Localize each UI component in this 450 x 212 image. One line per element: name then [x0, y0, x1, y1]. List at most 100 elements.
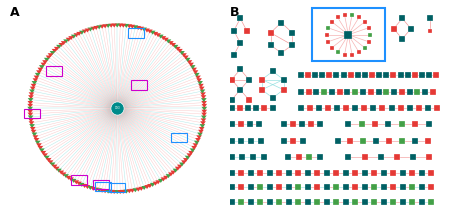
Point — [412, 139, 419, 142]
Polygon shape — [58, 43, 64, 47]
Polygon shape — [201, 98, 207, 102]
Point — [342, 172, 349, 175]
Polygon shape — [191, 68, 197, 72]
Polygon shape — [46, 158, 51, 162]
Point — [228, 139, 235, 142]
Point — [317, 155, 324, 159]
Point — [369, 74, 376, 77]
Point — [257, 139, 265, 142]
Polygon shape — [139, 187, 144, 191]
Polygon shape — [87, 28, 93, 32]
Point — [342, 186, 349, 189]
Polygon shape — [201, 118, 206, 122]
Point — [361, 106, 368, 110]
Point — [354, 74, 361, 77]
Point — [397, 74, 404, 77]
Polygon shape — [183, 158, 189, 162]
Polygon shape — [82, 184, 87, 188]
Point — [399, 37, 406, 40]
Polygon shape — [132, 25, 138, 29]
Point — [314, 172, 321, 175]
Point — [230, 29, 238, 32]
Point — [348, 53, 356, 57]
Point — [373, 139, 380, 142]
Polygon shape — [114, 190, 120, 194]
Point — [295, 186, 302, 189]
Text: DLKI: DLKI — [114, 106, 120, 110]
Point — [237, 17, 244, 20]
Polygon shape — [173, 45, 178, 49]
Point — [351, 106, 359, 110]
Point — [230, 53, 238, 57]
Bar — [95, 182, 111, 191]
Polygon shape — [177, 49, 183, 53]
Polygon shape — [36, 143, 42, 147]
Polygon shape — [29, 124, 35, 128]
Polygon shape — [111, 190, 117, 194]
Point — [266, 200, 273, 203]
Point — [288, 43, 296, 47]
Polygon shape — [200, 121, 206, 125]
Point — [247, 186, 254, 189]
Polygon shape — [56, 169, 62, 173]
Point — [285, 172, 292, 175]
Polygon shape — [201, 101, 207, 105]
Point — [323, 33, 330, 36]
Polygon shape — [82, 29, 87, 33]
Polygon shape — [126, 24, 132, 28]
Polygon shape — [32, 135, 38, 139]
Polygon shape — [158, 35, 164, 39]
Polygon shape — [54, 167, 59, 171]
Point — [269, 96, 276, 100]
Polygon shape — [197, 81, 203, 85]
Polygon shape — [36, 70, 42, 74]
Point — [315, 106, 323, 110]
Bar — [128, 28, 144, 38]
Polygon shape — [201, 95, 206, 99]
Polygon shape — [196, 135, 202, 139]
Point — [397, 106, 404, 110]
Point — [380, 172, 387, 175]
Polygon shape — [132, 188, 138, 192]
Point — [342, 106, 350, 110]
Bar — [71, 175, 87, 185]
Point — [304, 74, 311, 77]
Polygon shape — [28, 118, 34, 122]
Polygon shape — [96, 25, 102, 29]
Polygon shape — [105, 190, 111, 194]
Polygon shape — [187, 153, 192, 157]
Point — [295, 155, 302, 159]
Bar — [109, 183, 125, 192]
Point — [360, 139, 367, 142]
Polygon shape — [158, 179, 164, 183]
Polygon shape — [147, 29, 153, 33]
Point — [365, 40, 372, 43]
Point — [266, 172, 273, 175]
Point — [398, 123, 405, 126]
Polygon shape — [153, 32, 158, 36]
Polygon shape — [93, 188, 99, 192]
Polygon shape — [31, 130, 36, 134]
Point — [347, 139, 354, 142]
Polygon shape — [44, 58, 50, 62]
Polygon shape — [32, 132, 37, 137]
Polygon shape — [102, 189, 108, 193]
Point — [424, 106, 432, 110]
Point — [406, 106, 413, 110]
Point — [269, 70, 276, 73]
Polygon shape — [117, 190, 123, 194]
Point — [285, 200, 292, 203]
Point — [425, 139, 432, 142]
Polygon shape — [28, 98, 33, 102]
Polygon shape — [27, 113, 33, 117]
Point — [295, 172, 302, 175]
Polygon shape — [200, 89, 205, 93]
Point — [324, 26, 332, 29]
Polygon shape — [130, 25, 135, 29]
Point — [314, 200, 321, 203]
Polygon shape — [73, 180, 79, 184]
Point — [311, 74, 319, 77]
Point — [228, 172, 235, 175]
Point — [245, 78, 252, 81]
Point — [375, 90, 382, 93]
